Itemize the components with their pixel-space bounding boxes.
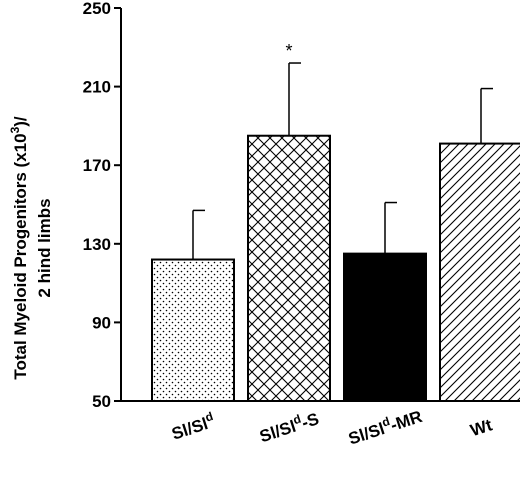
x-category-label-suffix: -S: [299, 409, 321, 432]
x-category-label-suffix: -MR: [388, 407, 424, 435]
x-category-label: Sl/Sld-MR: [345, 404, 424, 449]
y-axis-label-superscript: 3: [8, 126, 22, 133]
x-category-label-superscript: d: [291, 412, 302, 428]
x-category-label: Sl/Sld-S: [256, 406, 321, 446]
bar: [247, 134, 331, 402]
x-category-label-superscript: d: [203, 409, 214, 425]
bar: [343, 252, 427, 402]
y-axis-label: Total Myeloid Progenitors (x103)/: [8, 116, 30, 380]
x-category-label-base: Sl/Sl: [257, 417, 298, 446]
x-category-label-base: Sl/Sl: [346, 419, 387, 448]
x-category-label-superscript: d: [380, 414, 391, 430]
y-tick-label: 170: [83, 156, 111, 175]
y-tick-label: 250: [83, 0, 111, 18]
y-tick-label: 90: [92, 313, 111, 332]
x-category-label: Sl/Sld: [168, 409, 217, 444]
x-category-label-base: Wt: [468, 415, 495, 440]
significance-annotation: *: [285, 41, 292, 61]
bar: [439, 142, 520, 403]
x-category-label-base: Sl/Sl: [169, 414, 210, 443]
y-axis-label-text: Total Myeloid Progenitors (x10: [11, 133, 30, 379]
y-axis-label-end: )/: [11, 116, 30, 127]
y-tick-label: 130: [83, 235, 111, 254]
y-tick-label: 50: [92, 392, 111, 411]
y-axis-label-line2: 2 hind limbs: [35, 198, 54, 297]
y-tick-label: 210: [83, 78, 111, 97]
axis-layer: 50 90 130 170 210 250: [83, 0, 500, 411]
x-category-label: Wt: [468, 415, 495, 440]
bars-layer: [151, 62, 520, 403]
bar: [151, 258, 235, 402]
